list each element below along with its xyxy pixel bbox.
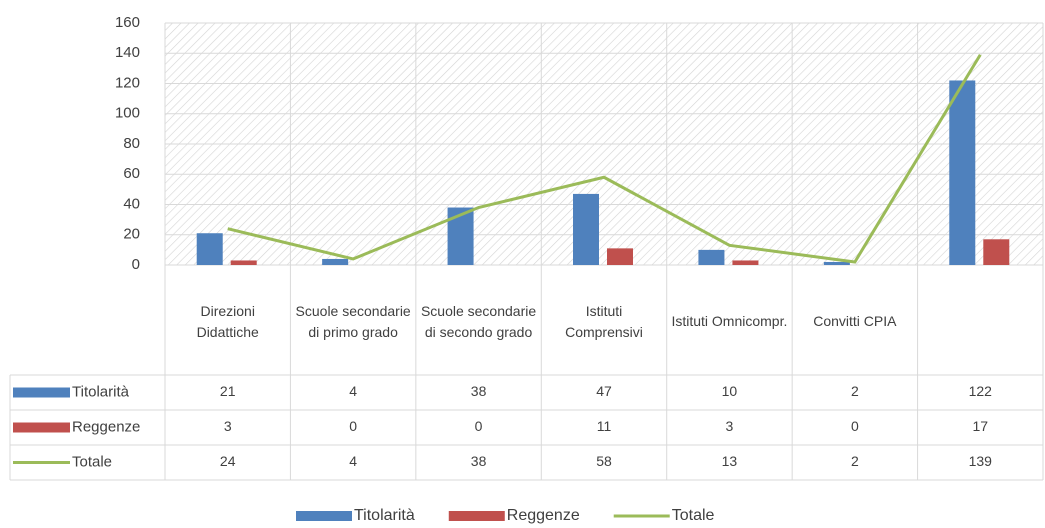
table-value: 139	[969, 453, 993, 469]
y-tick-label: 60	[123, 165, 140, 182]
table-legend-label: Totale	[72, 453, 112, 470]
x-tick-label: Scuole secondarie di secondo grado	[420, 302, 537, 340]
table-legend-label: Titolarità	[72, 383, 130, 400]
bar	[698, 249, 725, 265]
y-tick-label: 100	[115, 105, 140, 122]
y-tick-label: 160	[115, 14, 140, 31]
table-value: 24	[220, 453, 236, 469]
legend-label: Titolarità	[354, 507, 415, 524]
legend-key	[296, 511, 352, 521]
y-tick-label: 40	[123, 195, 140, 212]
legend-key	[448, 511, 505, 521]
table-value: 10	[722, 383, 738, 399]
bar	[949, 80, 976, 265]
table-value: 58	[596, 453, 612, 469]
table-value: 4	[349, 453, 357, 469]
table-value: 13	[722, 453, 738, 469]
y-tick-label: 140	[115, 44, 140, 61]
table-value: 21	[220, 383, 236, 399]
table-value: 3	[726, 418, 734, 434]
table-value: 0	[851, 418, 859, 434]
table-legend-key	[13, 387, 70, 398]
y-tick-label: 120	[115, 74, 140, 91]
legend-label: Reggenze	[507, 507, 580, 524]
bar	[732, 260, 759, 265]
bar	[823, 261, 850, 265]
y-tick-label: 20	[123, 226, 140, 243]
table-value: 122	[969, 383, 993, 399]
x-tick-label: Scuole secondarie di primo grado	[295, 302, 411, 340]
bar	[607, 248, 633, 265]
legend-label: Totale	[672, 507, 715, 524]
table-value: 0	[349, 418, 357, 434]
table-value: 2	[851, 383, 859, 399]
table-value: 17	[972, 418, 988, 434]
bar	[196, 233, 223, 265]
table-value: 38	[471, 383, 487, 399]
table-value: 11	[597, 418, 612, 434]
table-value: 0	[475, 418, 483, 434]
x-tick-label: Istituti Comprensivi	[565, 302, 643, 340]
bar	[983, 239, 1010, 265]
table-value: 47	[596, 383, 612, 399]
table-value: 38	[471, 453, 487, 469]
line	[227, 53, 982, 264]
table-value: 4	[349, 383, 357, 399]
y-tick-label: 0	[132, 256, 140, 273]
x-tick-label: Istituti Omnicompr.	[671, 313, 788, 329]
table-legend-label: Reggenze	[72, 418, 140, 435]
x-tick-label: Convitti CPIA	[813, 313, 897, 329]
bar	[322, 258, 349, 265]
bar	[230, 260, 257, 265]
table-legend-key	[13, 422, 70, 433]
x-tick-label: Direzioni Didattiche	[196, 302, 259, 340]
table-value: 3	[224, 418, 232, 434]
y-tick-label: 80	[123, 135, 140, 152]
table-value: 2	[851, 453, 859, 469]
bar	[573, 193, 599, 265]
